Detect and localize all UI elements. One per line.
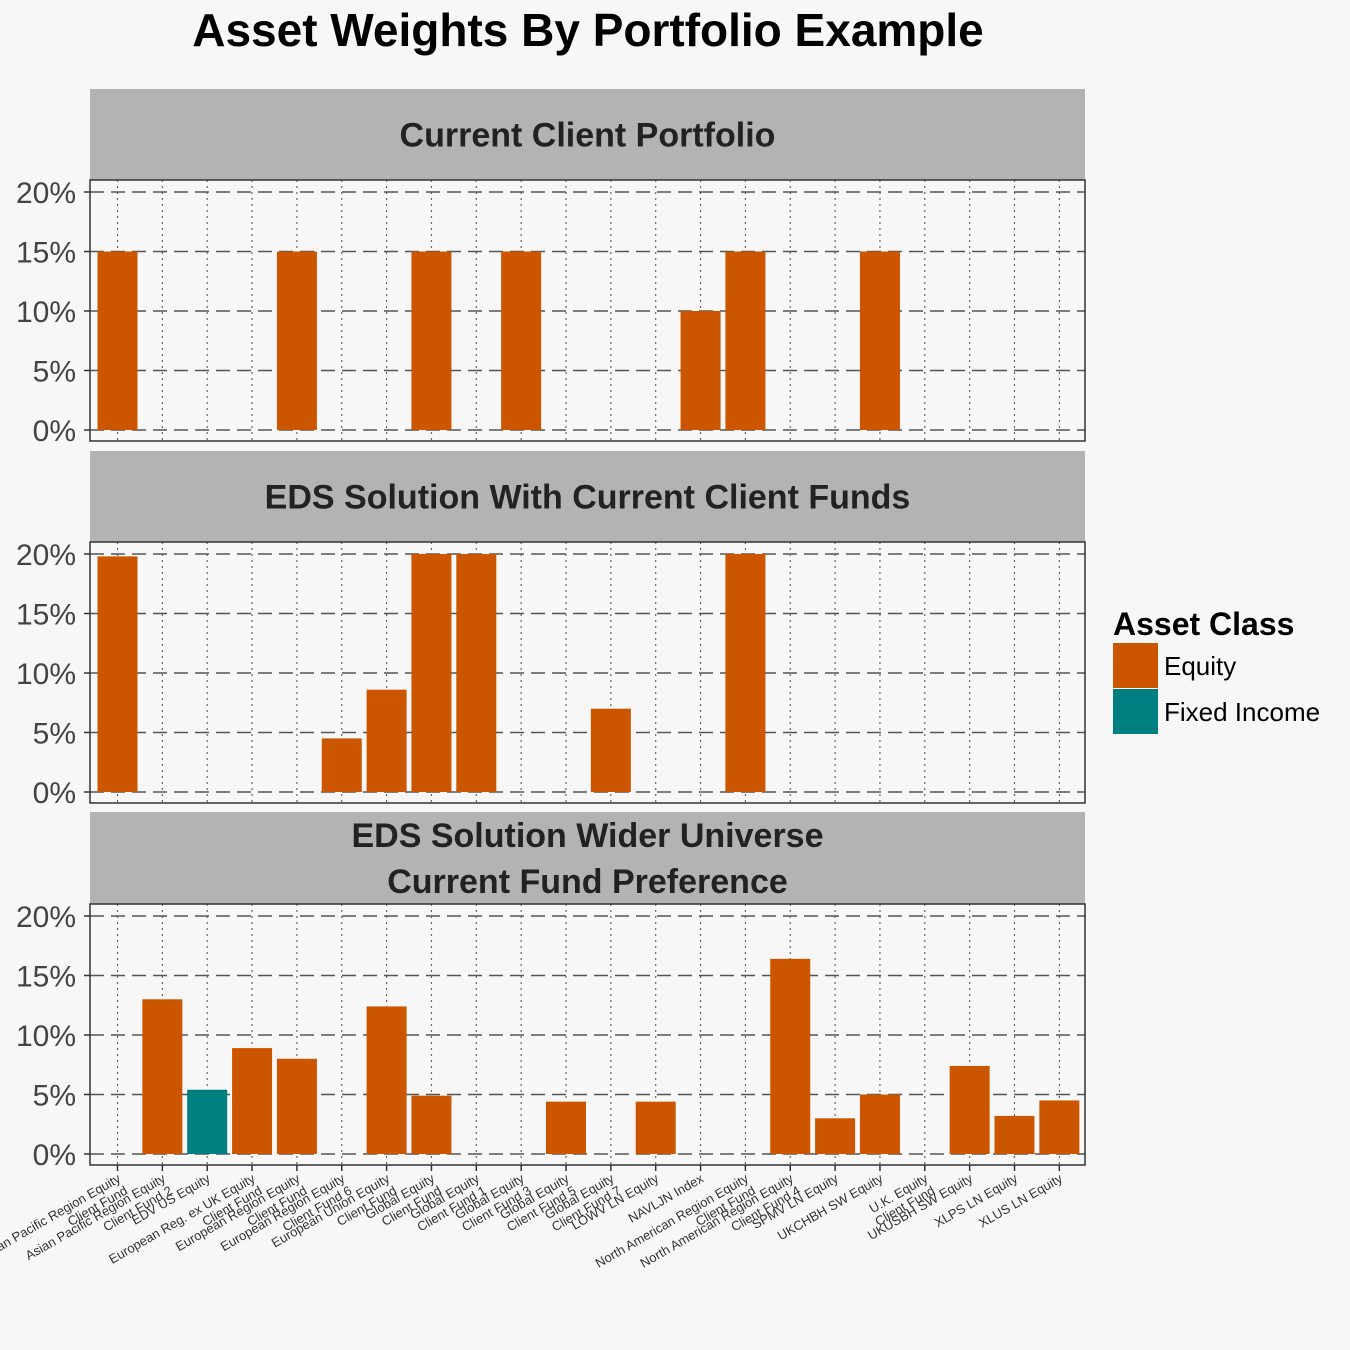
bar [366,689,407,792]
bar [501,251,542,430]
y-tick-label: 10% [16,296,76,329]
bar [276,1058,317,1154]
y-tick-label: 5% [33,356,76,389]
legend-label-equity: Equity [1164,651,1236,681]
bar [411,1095,452,1154]
legend-title: Asset Class [1113,606,1294,642]
bar [321,738,362,792]
panel-strip [90,812,1085,904]
bar [859,1094,900,1154]
bar [859,251,900,430]
legend-swatch-equity [1113,643,1158,688]
panel-title: EDS Solution Wider Universe [352,817,824,855]
bar [411,251,452,430]
bar [142,999,183,1154]
y-tick-label: 5% [33,1080,76,1113]
y-tick-label: 5% [33,718,76,751]
bar [232,1048,273,1154]
panel-1: Current Client Portfolio 0% 5% 10% 15% 20% [16,89,1086,448]
bar [635,1101,676,1154]
y-tick-label: 0% [33,415,76,448]
panel-border [89,903,1086,1166]
x-axis-labels: Asian Pacific Region EquityClient FundAs… [0,1165,1065,1271]
bar [590,708,631,792]
y-tick-label: 10% [16,658,76,691]
y-tick-label: 0% [33,777,76,810]
y-tick-label: 15% [16,961,76,994]
legend-label-fixed-income: Fixed Income [1164,697,1320,727]
bar [276,251,317,430]
bar [546,1101,586,1154]
legend-swatch-fixed-income [1113,689,1158,734]
y-tick-label: 15% [16,237,76,270]
chart-title: Asset Weights By Portfolio Example [192,4,984,56]
y-tick-label: 20% [16,901,76,934]
panel-strip [90,89,1085,180]
bar [770,958,811,1154]
y-tick-label: 0% [33,1139,76,1172]
bar [949,1065,990,1154]
panel-strip [90,451,1085,542]
panel-title: Current Client Portfolio [400,117,776,155]
bar [725,251,766,430]
bar [725,554,766,792]
panel-title: Current Fund Preference [387,863,788,901]
facet-panels: Current Client Portfolio0%5%10%15%20%EDS… [16,89,1086,1172]
bar [680,311,721,430]
bar [994,1115,1035,1154]
bar [456,554,497,792]
panel-border [89,179,1086,442]
y-tick-label: 20% [16,539,76,572]
legend: Asset Class Equity Fixed Income [1113,606,1320,734]
bar [815,1118,856,1154]
bar [411,554,452,792]
bar [366,1006,407,1154]
bar [97,251,138,430]
panel-3: EDS Solution Wider Universe Current Fund … [16,812,1086,1172]
bar [97,556,138,792]
y-tick-label: 10% [16,1020,76,1053]
y-tick-label: 15% [16,599,76,632]
panel-2: EDS Solution With Current Client Funds 0%… [16,451,1086,810]
panel-title: EDS Solution With Current Client Funds [265,479,911,517]
y-tick-label: 20% [16,177,76,210]
bar [1039,1100,1080,1154]
bar [187,1089,228,1154]
panel-border [89,541,1086,804]
